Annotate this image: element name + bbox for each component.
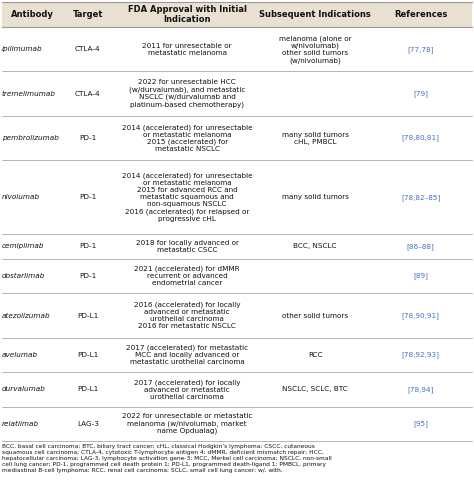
Text: cemiplimab: cemiplimab [2,243,45,249]
Text: Antibody: Antibody [10,10,54,19]
Text: [78,80,81]: [78,80,81] [402,135,439,141]
Text: [89]: [89] [413,272,428,279]
Text: [79]: [79] [413,90,428,97]
Text: NSCLC, SCLC, BTC: NSCLC, SCLC, BTC [283,386,348,393]
Text: relatlimab: relatlimab [2,421,39,427]
Text: Subsequent Indications: Subsequent Indications [259,10,371,19]
Text: 2014 (accelerated) for unresectable
or metastatic melanoma
2015 for advanced RCC: 2014 (accelerated) for unresectable or m… [122,173,253,222]
Text: [78,90,91]: [78,90,91] [402,312,439,319]
Text: nivolumab: nivolumab [2,194,40,200]
Text: PD-L1: PD-L1 [77,313,98,318]
Text: Target: Target [73,10,103,19]
Text: [78,92,93]: [78,92,93] [402,351,439,358]
Bar [2,338,472,372]
Bar [2,160,472,234]
Text: pembrolizumab: pembrolizumab [2,135,59,141]
Text: PD-1: PD-1 [79,243,96,249]
Text: PD-1: PD-1 [79,194,96,200]
Text: 2017 (accelerated) for locally
advanced or metastatic
urothelial carcinoma: 2017 (accelerated) for locally advanced … [134,379,240,400]
Text: [77,78]: [77,78] [408,46,434,53]
Bar [2,293,472,338]
Text: BCC, basal cell carcinoma; BTC, biliary tract cancer; cHL, classical Hodgkin’s l: BCC, basal cell carcinoma; BTC, biliary … [2,444,332,473]
Bar [2,2,472,27]
Bar [2,116,472,160]
Text: 2022 for unresectable or metastatic
melanoma (w/nivolumab, market
name Opdualag): 2022 for unresectable or metastatic mela… [122,413,253,435]
Text: atezolizumab: atezolizumab [2,313,51,318]
Text: 2018 for locally advanced or
metastatic CSCC: 2018 for locally advanced or metastatic … [136,240,239,253]
Text: 2017 (accelerated) for metastatic
MCC and locally advanced or
metastatic urothel: 2017 (accelerated) for metastatic MCC an… [126,345,248,365]
Text: BCC, NSCLC: BCC, NSCLC [293,243,337,249]
Bar [2,72,472,116]
Bar [2,27,472,72]
Text: tremelimumab: tremelimumab [2,91,56,97]
Text: avelumab: avelumab [2,352,38,358]
Text: durvalumab: durvalumab [2,386,46,393]
Text: PD-L1: PD-L1 [77,386,98,393]
Text: 2014 (accelerated) for unresectable
or metastatic melanoma
2015 (accelerated) fo: 2014 (accelerated) for unresectable or m… [122,124,253,152]
Text: 2021 (accelerated) for dMMR
recurrent or advanced
endometrial cancer: 2021 (accelerated) for dMMR recurrent or… [135,266,240,287]
Bar [2,372,472,407]
Text: RCC: RCC [308,352,322,358]
Text: [78,94]: [78,94] [408,386,434,393]
Text: References: References [394,10,447,19]
Text: many solid tumors: many solid tumors [282,194,349,200]
Text: [95]: [95] [413,421,428,427]
Text: 2016 (accelerated) for locally
advanced or metastatic
urothelial carcinoma
2016 : 2016 (accelerated) for locally advanced … [134,302,240,329]
Text: dostarlimab: dostarlimab [2,273,46,279]
Text: 2022 for unresectable HCC
(w/durvalumab), and metastatic
NSCLC (w/durvalumab and: 2022 for unresectable HCC (w/durvalumab)… [129,79,246,108]
Text: [86–88]: [86–88] [407,243,435,250]
Text: [78,82–85]: [78,82–85] [401,194,440,200]
Text: other solid tumors: other solid tumors [282,313,348,318]
Text: PD-1: PD-1 [79,135,96,141]
Text: CTLA-4: CTLA-4 [75,46,100,52]
Text: many solid tumors
cHL, PMBCL: many solid tumors cHL, PMBCL [282,132,349,145]
Bar [2,407,472,441]
Text: CTLA-4: CTLA-4 [75,91,100,97]
Text: PD-L1: PD-L1 [77,352,98,358]
Bar [2,234,472,259]
Text: FDA Approval with Initial
Indication: FDA Approval with Initial Indication [128,5,247,25]
Text: LAG-3: LAG-3 [77,421,99,427]
Bar [2,259,472,293]
Text: ipilimumab: ipilimumab [2,46,43,52]
Text: 2011 for unresectable or
metastatic melanoma: 2011 for unresectable or metastatic mela… [142,43,232,56]
Text: melanoma (alone or
w/nivolumab)
other solid tumors
(w/nivolumab): melanoma (alone or w/nivolumab) other so… [279,35,352,63]
Text: PD-1: PD-1 [79,273,96,279]
